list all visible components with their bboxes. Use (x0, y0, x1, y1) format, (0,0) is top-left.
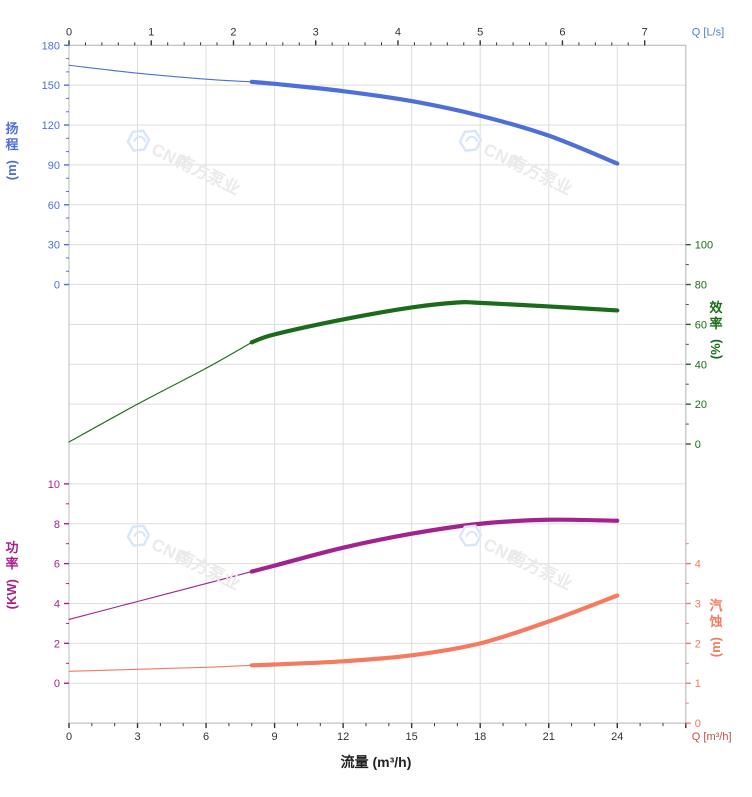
svg-text:1: 1 (148, 26, 154, 38)
svg-text:Q [L/s]: Q [L/s] (692, 26, 724, 38)
svg-text:4: 4 (395, 26, 401, 38)
svg-text:南方泵业: 南方泵业 (174, 151, 244, 199)
svg-text:2: 2 (54, 638, 60, 650)
svg-text:南方泵业: 南方泵业 (506, 546, 576, 594)
svg-text:0: 0 (66, 26, 72, 38)
svg-text:15: 15 (406, 731, 418, 743)
svg-text:2: 2 (695, 638, 701, 650)
svg-text:40: 40 (695, 359, 707, 371)
svg-text:南方泵业: 南方泵业 (174, 546, 244, 594)
svg-text:7: 7 (642, 26, 648, 38)
svg-text:6: 6 (203, 731, 209, 743)
svg-text:9: 9 (272, 731, 278, 743)
svg-text:3: 3 (134, 731, 140, 743)
svg-text:20: 20 (695, 399, 707, 411)
svg-text:120: 120 (42, 120, 60, 132)
svg-text:2: 2 (230, 26, 236, 38)
svg-text:0: 0 (54, 280, 60, 292)
svg-text:6: 6 (559, 26, 565, 38)
svg-text:Q [m³/h]: Q [m³/h] (692, 731, 732, 743)
svg-text:30: 30 (48, 240, 60, 252)
svg-text:90: 90 (48, 160, 60, 172)
svg-text:24: 24 (611, 731, 623, 743)
svg-text:1: 1 (695, 678, 701, 690)
svg-text:南方泵业: 南方泵业 (506, 151, 576, 199)
svg-text:6: 6 (54, 559, 60, 571)
svg-text:12: 12 (337, 731, 349, 743)
svg-text:150: 150 (42, 80, 60, 92)
svg-text:3: 3 (695, 598, 701, 610)
svg-text:0: 0 (695, 439, 701, 451)
svg-text:3: 3 (313, 26, 319, 38)
svg-text:180: 180 (42, 40, 60, 52)
svg-text:80: 80 (695, 280, 707, 292)
svg-text:4: 4 (695, 559, 701, 571)
svg-text:18: 18 (474, 731, 486, 743)
svg-text:100: 100 (695, 240, 713, 252)
svg-text:4: 4 (54, 598, 60, 610)
svg-text:0: 0 (695, 718, 701, 730)
svg-text:21: 21 (543, 731, 555, 743)
svg-text:60: 60 (48, 200, 60, 212)
svg-text:10: 10 (48, 479, 60, 491)
svg-text:0: 0 (66, 731, 72, 743)
svg-text:5: 5 (477, 26, 483, 38)
svg-text:8: 8 (54, 519, 60, 531)
svg-text:0: 0 (54, 678, 60, 690)
